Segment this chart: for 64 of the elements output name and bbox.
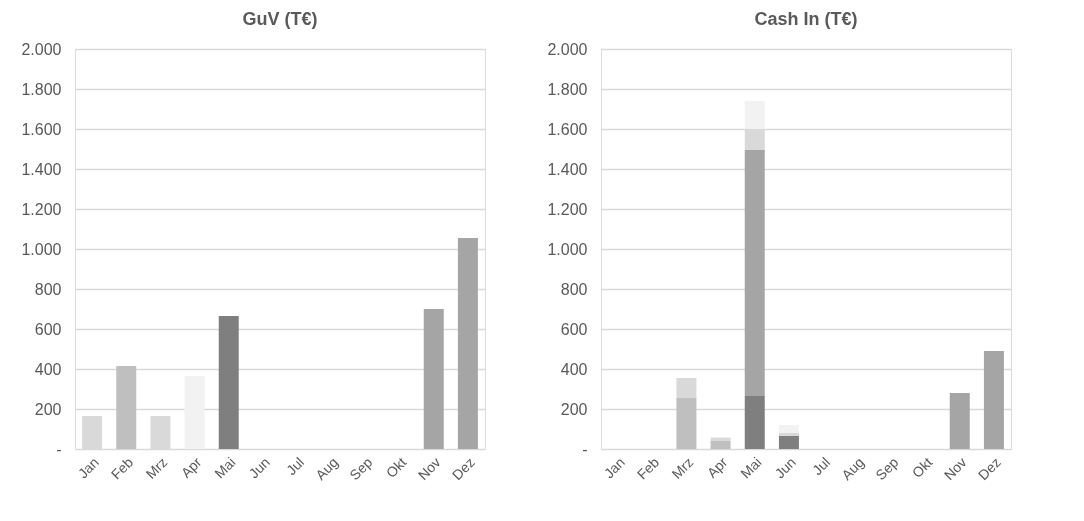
bar — [983, 351, 1004, 449]
bar — [457, 238, 478, 449]
x-tick-label: Dez — [974, 454, 1004, 484]
y-tick-label: 1.800 — [21, 80, 62, 98]
y-tick-label: - — [582, 440, 588, 458]
chart-title: Cash In (T€) — [754, 9, 858, 29]
y-tick-label: 1.400 — [547, 160, 588, 178]
x-tick-label: Aug — [838, 454, 868, 484]
x-tick-label: Sep — [872, 453, 902, 484]
y-tick-label: 1.200 — [547, 200, 588, 218]
y-tick-label: 1.200 — [21, 200, 62, 218]
x-tick-label: Jun — [245, 454, 273, 482]
y-tick-label: 800 — [34, 280, 62, 298]
x-tick-label: Apr — [177, 453, 205, 481]
chart-title: GuV (T€) — [242, 9, 318, 29]
bar — [744, 396, 765, 449]
y-tick-label: - — [56, 440, 62, 458]
bar — [423, 309, 444, 449]
x-tick-label: Okt — [908, 454, 936, 481]
x-tick-label: Apr — [703, 453, 731, 481]
y-tick-label: 200 — [560, 400, 588, 418]
bar — [778, 425, 799, 433]
bar — [744, 101, 765, 129]
x-tick-label: Mai — [737, 454, 765, 482]
y-tick-label: 200 — [34, 400, 62, 418]
bar — [116, 366, 137, 449]
bar — [744, 150, 765, 396]
y-tick-label: 600 — [34, 320, 62, 338]
x-tick-label: Sep — [346, 453, 376, 484]
x-tick-label: Jun — [771, 454, 799, 482]
y-tick-label: 1.800 — [547, 80, 588, 98]
x-tick-label: Nov — [940, 454, 970, 484]
y-tick-label: 1.400 — [21, 160, 62, 178]
x-tick-label: Mrz — [142, 454, 171, 482]
x-tick-label: Feb — [633, 453, 663, 483]
y-tick-label: 2.000 — [21, 40, 62, 58]
bar — [218, 316, 239, 449]
bar — [184, 376, 205, 449]
x-tick-label: Jul — [283, 454, 307, 479]
x-tick-label: Nov — [414, 454, 444, 484]
bar — [676, 398, 697, 449]
bar — [778, 436, 799, 449]
y-tick-label: 1.600 — [21, 120, 62, 138]
y-tick-label: 1.000 — [547, 240, 588, 258]
bar — [949, 393, 970, 449]
y-tick-label: 1.000 — [21, 240, 62, 258]
y-tick-label: 400 — [34, 360, 62, 378]
x-tick-label: Jan — [600, 454, 628, 482]
x-tick-label: Mai — [211, 454, 239, 482]
x-tick-label: Okt — [382, 454, 410, 481]
bar — [778, 433, 799, 436]
x-tick-label: Dez — [448, 454, 478, 484]
x-tick-label: Feb — [107, 453, 137, 483]
x-tick-label: Aug — [312, 454, 342, 484]
y-tick-label: 600 — [560, 320, 588, 338]
y-tick-label: 2.000 — [547, 40, 588, 58]
bar — [676, 378, 697, 398]
bar — [710, 441, 731, 449]
y-tick-label: 1.600 — [547, 120, 588, 138]
x-tick-label: Jul — [809, 454, 833, 479]
y-tick-label: 400 — [560, 360, 588, 378]
y-tick-label: 800 — [560, 280, 588, 298]
x-tick-label: Mrz — [668, 454, 697, 482]
x-tick-label: Jan — [74, 454, 102, 482]
